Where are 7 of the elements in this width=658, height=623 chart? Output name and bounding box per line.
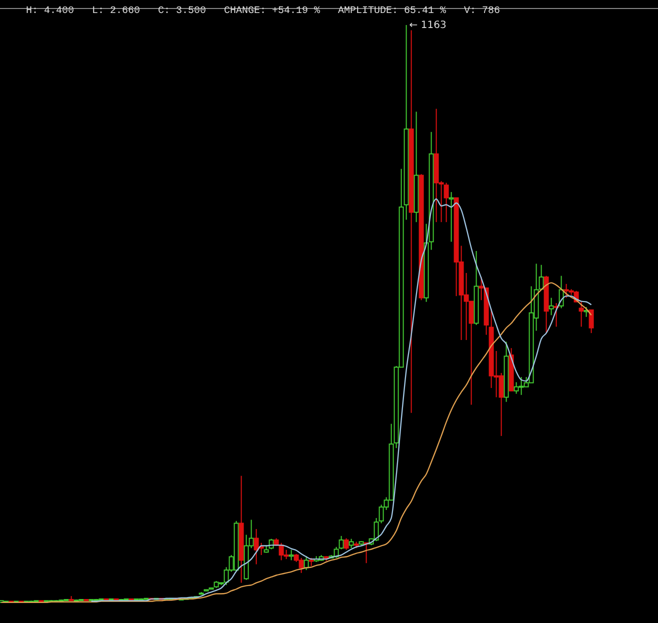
text: C: 3.500 <box>158 6 206 17</box>
text: L: 2.660 <box>92 6 140 17</box>
text: CHANGE: +54.19 % <box>224 6 320 17</box>
text: H: 4.400 <box>26 6 74 17</box>
text: V: 786 <box>464 6 500 17</box>
annotation: ← 1163 <box>409 20 446 31</box>
text: AMPLITUDE: 65.41 % <box>338 6 446 17</box>
